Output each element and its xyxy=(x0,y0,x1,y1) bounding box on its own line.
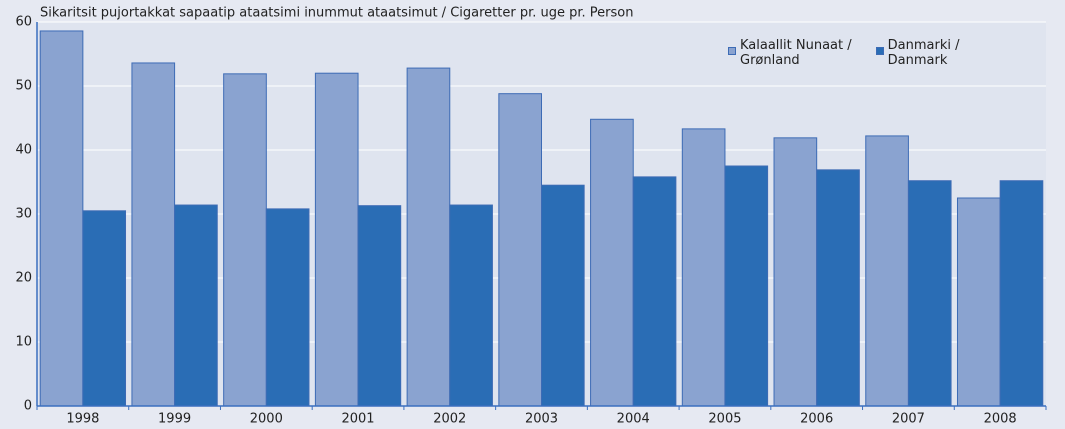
y-tick-label: 50 xyxy=(15,79,32,94)
bar xyxy=(773,137,818,407)
legend-swatch xyxy=(875,47,884,55)
bar xyxy=(541,184,585,407)
bar xyxy=(632,176,677,407)
bar xyxy=(590,118,634,407)
bar xyxy=(907,180,952,407)
y-tick-label: 10 xyxy=(15,335,32,350)
bar xyxy=(681,128,726,407)
x-tick-label: 2002 xyxy=(433,412,466,427)
bar xyxy=(39,30,84,407)
bar xyxy=(449,204,493,407)
x-tick-label: 2000 xyxy=(250,412,283,427)
bar xyxy=(223,73,267,407)
bar xyxy=(265,208,310,407)
x-tick-label: 1998 xyxy=(66,412,99,427)
x-tick-label: 2006 xyxy=(800,412,833,427)
legend-swatch xyxy=(728,47,736,55)
bar xyxy=(314,72,359,407)
legend-item: Kalaallit Nunaat / Grønland xyxy=(728,38,852,68)
legend-item: Danmarki / Danmark xyxy=(875,38,960,68)
bar xyxy=(406,67,451,407)
legend: Kalaallit Nunaat / Grønland Danmarki / Da… xyxy=(728,38,959,68)
chart-title: Sikaritsit pujortakkat sapaatip ataatsim… xyxy=(40,6,633,21)
bar xyxy=(174,204,218,407)
bar xyxy=(131,62,176,407)
x-tick-label: 2005 xyxy=(708,412,741,427)
bar xyxy=(956,197,1001,407)
x-tick-label: 2001 xyxy=(341,412,374,427)
bar xyxy=(999,180,1044,407)
y-tick-label: 20 xyxy=(15,271,32,286)
bar xyxy=(357,205,402,407)
y-tick-label: 40 xyxy=(15,143,32,158)
legend-label: Danmarki / Danmark xyxy=(887,38,960,68)
y-tick-label: 30 xyxy=(15,207,32,222)
x-tick-label: 2004 xyxy=(617,412,650,427)
x-tick-label: 2007 xyxy=(892,412,925,427)
x-tick-label: 1999 xyxy=(158,412,191,427)
y-tick-label: 0 xyxy=(24,399,32,414)
bar xyxy=(82,210,127,407)
bar xyxy=(865,135,909,407)
bar xyxy=(724,165,769,407)
bar xyxy=(498,93,543,407)
bar xyxy=(816,169,860,407)
y-tick-label: 60 xyxy=(15,15,32,30)
x-tick-label: 2008 xyxy=(984,412,1017,427)
x-tick-label: 2003 xyxy=(525,412,558,427)
legend-label: Kalaallit Nunaat / Grønland xyxy=(740,38,852,68)
